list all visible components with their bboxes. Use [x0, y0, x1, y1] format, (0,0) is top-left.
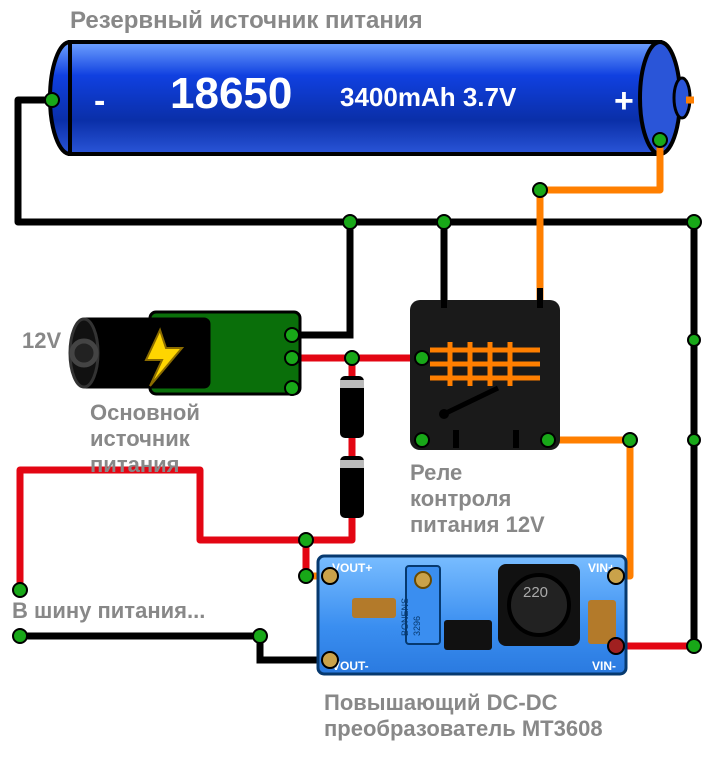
- svg-text:+: +: [614, 82, 634, 120]
- wire-gnd-psu: [296, 222, 350, 335]
- psu-caption-3: питания: [90, 452, 179, 477]
- wire-red-busplus: [20, 470, 306, 590]
- svg-text:3296: 3296: [412, 616, 422, 636]
- svg-text:220: 220: [523, 584, 548, 601]
- bus-gnd-node: [13, 629, 27, 643]
- wire-gnd-bus: [20, 636, 325, 660]
- psu-caption-1: Основной: [90, 400, 200, 425]
- psu-caption-2: источник: [90, 426, 191, 451]
- relay-caption-2: контроля: [410, 486, 511, 511]
- relay-caption-1: Реле: [410, 460, 462, 485]
- power-supply-main: [70, 312, 300, 395]
- dcdc-mt3608: 220 BONENS 3296 VOUT+ VOUT- VIN+ VIN-: [318, 556, 626, 674]
- psu-voltage: 12V: [22, 328, 61, 353]
- wire-batpos-relay: [540, 140, 660, 320]
- battery-model: 18650: [170, 69, 292, 118]
- battery-title: Резервный источник питания: [70, 7, 423, 34]
- svg-text:BONENS: BONENS: [400, 598, 410, 636]
- power-backup-schematic: Резервный источник питания - 18650 3400m…: [0, 0, 705, 769]
- svg-text:-: -: [94, 82, 105, 120]
- battery-18650: - 18650 3400mAh 3.7V +: [50, 42, 690, 154]
- diode-1: [340, 376, 364, 438]
- battery-spec: 3400mAh 3.7V: [340, 82, 517, 112]
- svg-text:VIN-: VIN-: [592, 659, 616, 673]
- dcdc-caption-1: Повышающий DC-DC: [324, 690, 558, 715]
- bus-label: В шину питания...: [12, 598, 205, 623]
- bus-pos-node: [13, 583, 27, 597]
- diode-2: [340, 456, 364, 518]
- relay-caption-3: питания 12V: [410, 512, 545, 537]
- dcdc-caption-2: преобразователь MT3608: [324, 716, 603, 741]
- relay-12v: [410, 288, 560, 450]
